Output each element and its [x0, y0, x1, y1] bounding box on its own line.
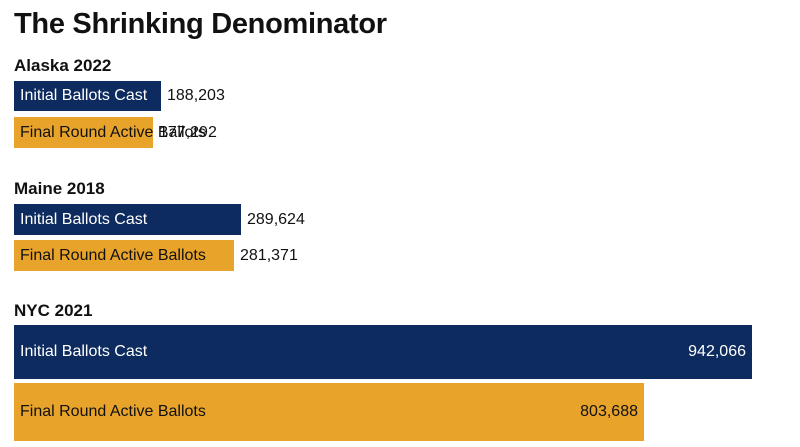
bar: Initial Ballots Cast 289,624: [14, 204, 305, 235]
bar-value-label: 803,688: [580, 403, 638, 420]
bar-label: Final Round Active Ballots: [20, 123, 206, 141]
bar-label: Final Round Active Ballots: [20, 246, 206, 264]
bar-label: Initial Ballots Cast: [20, 343, 148, 360]
bar: Final Round Active Ballots 803,688: [14, 383, 644, 441]
bar-label: Final Round Active Ballots: [20, 403, 206, 420]
group-title: NYC 2021: [14, 301, 93, 320]
group-title: Maine 2018: [14, 179, 105, 198]
bar-value-label: 188,203: [167, 87, 225, 104]
bar-value-label: 289,624: [247, 210, 305, 228]
group-title: Alaska 2022: [14, 56, 112, 75]
chart-title: The Shrinking Denominator: [14, 8, 387, 40]
bar: Final Round Active Ballots 281,371: [14, 240, 298, 271]
bar-label: Initial Ballots Cast: [20, 210, 148, 228]
bar: Initial Ballots Cast 942,066: [14, 325, 752, 379]
bar: Final Round Active Ballots 177,292: [14, 117, 217, 148]
bar: Initial Ballots Cast 188,203: [14, 81, 225, 111]
bar-value-label: 942,066: [688, 343, 746, 360]
bar-label: Initial Ballots Cast: [20, 87, 148, 104]
bar-value-label: 177,292: [159, 123, 217, 141]
bar-value-label: 281,371: [240, 246, 298, 264]
